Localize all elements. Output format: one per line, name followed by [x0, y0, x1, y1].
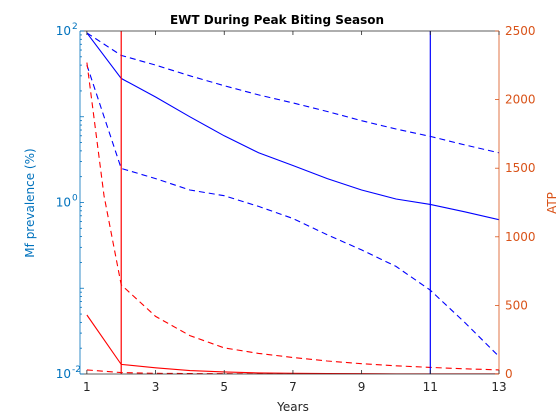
y-right-tick-label: 0: [505, 367, 513, 381]
y-left-tick-exponent: -2: [72, 365, 81, 375]
chart-title: EWT During Peak Biting Season: [170, 13, 384, 27]
y-axis-right-title: ATP: [545, 192, 559, 214]
x-tick-label: 7: [289, 380, 297, 394]
y-right-tick-label: 1000: [505, 230, 536, 244]
y-left-tick-exponent: 2: [72, 22, 78, 32]
series-line-1: [86, 32, 499, 221]
x-tick-label: 5: [220, 380, 228, 394]
y-axis-left-title: Mf prevalence (%): [23, 148, 37, 257]
x-tick-label: 13: [491, 380, 506, 394]
y-right-tick-label: 1500: [505, 161, 536, 175]
y-left-tick-exponent: 0: [72, 194, 78, 204]
x-tick-label: 3: [152, 380, 160, 394]
plot-area: [86, 31, 499, 374]
y-right-tick-label: 2000: [505, 93, 536, 107]
y-left-tick-label: 10: [56, 196, 71, 210]
y-left-tick-label: 10: [56, 24, 71, 38]
y-right-tick-label: 2500: [505, 24, 536, 38]
y-right-tick-label: 500: [505, 298, 528, 312]
x-tick-label: 1: [83, 380, 91, 394]
y-left-tick-label: 10: [56, 367, 71, 381]
x-axis-title: Years: [276, 400, 309, 414]
series-line-5: [86, 314, 499, 374]
x-tick-label: 9: [358, 380, 366, 394]
series-line-4: [86, 62, 499, 371]
series-line-3: [86, 64, 499, 357]
series-group: [86, 31, 499, 374]
x-tick-label: 11: [423, 380, 438, 394]
